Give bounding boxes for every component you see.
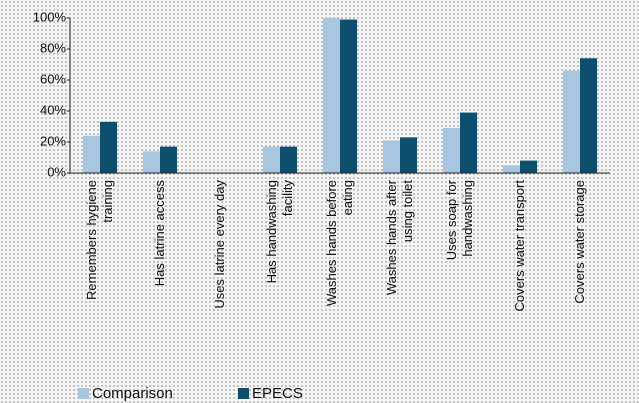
- legend-swatch: [238, 388, 249, 399]
- y-tick-label: 40%: [40, 102, 66, 117]
- legend-swatch: [78, 388, 89, 399]
- y-tick-label: 20%: [40, 133, 66, 148]
- y-tick-label: 80%: [40, 40, 66, 55]
- y-tick-label: 100%: [33, 9, 67, 24]
- bar: [280, 146, 297, 173]
- x-tick-label: Washes hands after using toilet: [384, 180, 415, 296]
- bar: [263, 146, 280, 173]
- legend-label: Comparison: [92, 385, 173, 402]
- bar: [460, 112, 477, 173]
- x-tick-label: Covers water storage: [572, 180, 587, 304]
- bar: [323, 18, 340, 173]
- x-tick-label: Has handwashing facility: [264, 180, 295, 284]
- bar: [503, 165, 520, 173]
- x-tick-label: Uses soap for handwashing: [444, 180, 475, 261]
- bar: [83, 135, 100, 173]
- bar: [383, 140, 400, 173]
- x-tick-label: Uses latrine every day: [212, 180, 227, 309]
- legend-label: EPECS: [252, 385, 303, 402]
- bar: [160, 146, 177, 173]
- y-tick-label: 0%: [47, 164, 66, 179]
- x-tick-label: Remembers hygiene training: [84, 180, 115, 300]
- bar: [563, 70, 580, 173]
- bar: [340, 19, 357, 173]
- bar: [443, 128, 460, 173]
- x-tick-label: Has latrine access: [152, 180, 167, 287]
- x-tick-label: Washes hands before eating: [324, 180, 355, 306]
- bar: [100, 121, 117, 173]
- bar: [580, 58, 597, 173]
- y-tick-label: 60%: [40, 71, 66, 86]
- bar: [400, 137, 417, 173]
- bar: [143, 151, 160, 173]
- bar: [520, 160, 537, 173]
- x-tick-label: Covers water transport: [512, 180, 527, 312]
